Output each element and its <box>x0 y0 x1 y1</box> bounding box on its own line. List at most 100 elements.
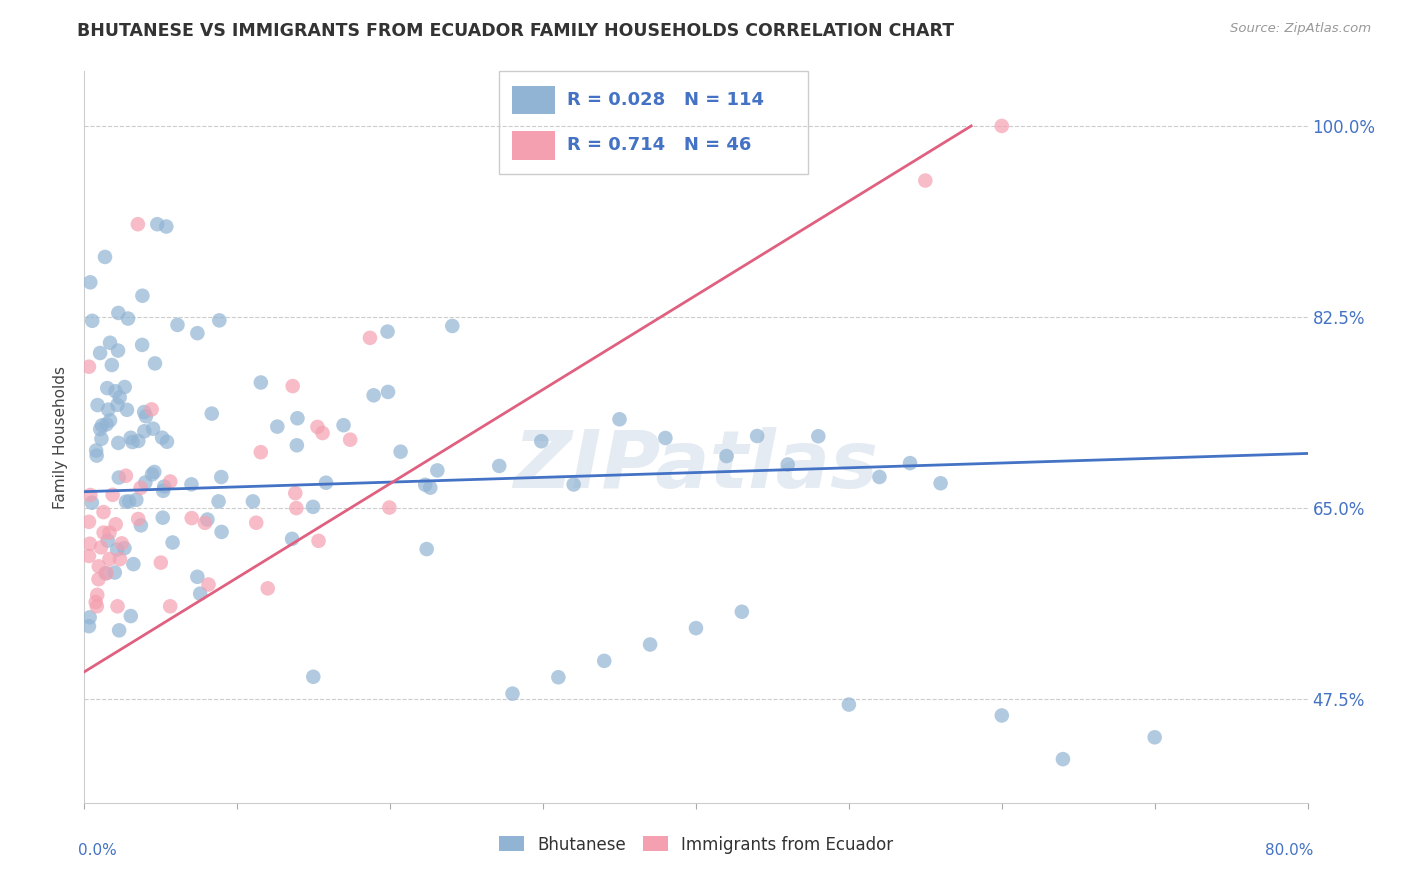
Point <box>79 488 101 502</box>
Point <box>80 496 103 510</box>
Point <box>153 479 176 493</box>
Point <box>638 638 661 652</box>
Point <box>245 516 267 530</box>
Point <box>90 432 112 446</box>
Point <box>77 359 100 374</box>
Point <box>97 533 120 548</box>
Point <box>242 494 264 508</box>
Point <box>120 609 142 624</box>
Point <box>914 173 936 187</box>
Point <box>315 475 337 490</box>
Point <box>256 582 278 596</box>
Point <box>79 537 101 551</box>
Point <box>159 599 181 614</box>
Point <box>776 458 799 472</box>
Point <box>685 621 707 635</box>
Point <box>98 552 121 566</box>
Point <box>84 443 107 458</box>
Point <box>281 379 304 393</box>
Point <box>108 624 131 638</box>
Text: R = 0.028   N = 114: R = 0.028 N = 114 <box>567 91 765 109</box>
Point <box>302 500 325 514</box>
Point <box>86 449 108 463</box>
Point <box>562 477 585 491</box>
Point <box>98 525 121 540</box>
Point <box>115 494 138 508</box>
Text: 80.0%: 80.0% <box>1265 843 1313 858</box>
Point <box>86 588 108 602</box>
Point <box>96 566 118 581</box>
Point <box>287 411 309 425</box>
Point <box>143 465 166 479</box>
Point <box>747 429 769 443</box>
Text: R = 0.714   N = 46: R = 0.714 N = 46 <box>567 136 752 154</box>
Point <box>107 306 129 320</box>
Point <box>266 419 288 434</box>
Point <box>98 335 121 350</box>
Point <box>377 384 399 399</box>
Point <box>91 418 114 433</box>
Point <box>188 587 211 601</box>
Point <box>143 356 166 370</box>
Point <box>530 434 553 449</box>
Point <box>152 483 174 498</box>
Point <box>654 431 676 445</box>
Point <box>134 475 156 490</box>
Point <box>162 535 184 549</box>
Point <box>593 654 616 668</box>
Point <box>869 470 891 484</box>
Point <box>284 486 307 500</box>
Point <box>127 512 149 526</box>
Point <box>339 433 361 447</box>
Point <box>98 413 121 427</box>
Point <box>101 488 124 502</box>
Point <box>194 516 217 530</box>
Point <box>89 346 111 360</box>
Point <box>547 670 569 684</box>
Point <box>285 501 308 516</box>
Point <box>197 577 219 591</box>
Point <box>413 478 436 492</box>
Point <box>129 518 152 533</box>
Point <box>122 557 145 571</box>
Point <box>86 398 108 412</box>
Bar <box>512 131 555 160</box>
Point <box>415 542 437 557</box>
Point <box>302 670 325 684</box>
Point <box>209 470 232 484</box>
Point <box>86 599 108 614</box>
Point <box>201 407 224 421</box>
Point <box>142 422 165 436</box>
Point <box>79 276 101 290</box>
Point <box>94 566 117 581</box>
Point <box>117 311 139 326</box>
Bar <box>512 86 555 114</box>
Point <box>441 318 464 333</box>
Point <box>311 425 333 440</box>
Point <box>104 384 127 399</box>
Point <box>108 552 131 566</box>
Point <box>1143 731 1166 745</box>
Point <box>105 542 128 557</box>
Point <box>389 444 412 458</box>
Point <box>96 381 118 395</box>
Point <box>115 402 138 417</box>
Point <box>208 313 231 327</box>
Point <box>419 481 441 495</box>
Point <box>93 525 115 540</box>
Legend: Bhutanese, Immigrants from Ecuador: Bhutanese, Immigrants from Ecuador <box>492 829 900 860</box>
Point <box>125 492 148 507</box>
Point <box>127 434 149 448</box>
Point <box>186 570 208 584</box>
Point <box>101 358 124 372</box>
Y-axis label: Family Households: Family Households <box>53 366 69 508</box>
Point <box>155 219 177 234</box>
Point <box>332 418 354 433</box>
Point <box>281 532 304 546</box>
Point <box>134 405 156 419</box>
Point <box>131 289 153 303</box>
Point <box>991 708 1014 723</box>
Point <box>156 434 179 449</box>
Point <box>115 468 138 483</box>
Point <box>131 338 153 352</box>
